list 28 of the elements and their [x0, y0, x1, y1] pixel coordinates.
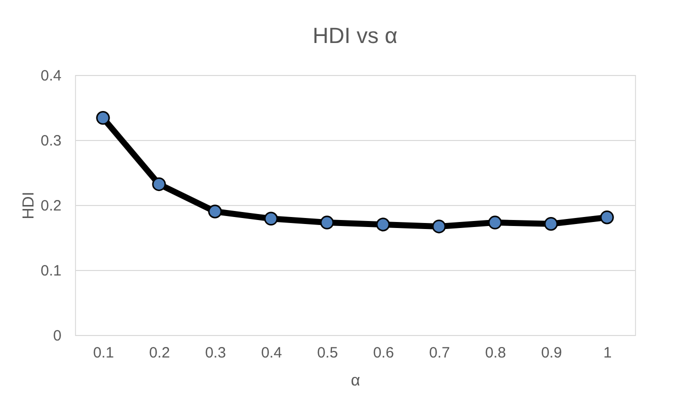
x-tick-label: 0.4	[261, 344, 282, 362]
x-tick-label: 0.9	[541, 344, 562, 362]
x-tick-label: 0.3	[205, 344, 226, 362]
y-axis-title: HDI	[20, 192, 38, 220]
x-tick-label: 0.7	[429, 344, 450, 362]
point	[432, 220, 446, 234]
x-tick-label: 0.2	[149, 344, 170, 362]
x-tick-label: 0.5	[317, 344, 338, 362]
point	[96, 111, 110, 125]
point	[376, 218, 390, 232]
point	[208, 204, 222, 218]
y-tick-label: 0.1	[40, 262, 62, 280]
x-tick-label: 1	[603, 344, 612, 362]
y-tick-label: 0	[53, 328, 62, 344]
chart-title: HDI vs α	[312, 23, 398, 48]
y-tick-label: 0.2	[40, 198, 62, 214]
point	[544, 216, 558, 231]
point	[264, 212, 278, 226]
point	[488, 216, 502, 230]
point	[600, 210, 614, 224]
x-tick-label: 0.8	[485, 344, 506, 362]
x-tick-label: 0.6	[373, 344, 394, 362]
y-tick-label: 0.3	[40, 132, 62, 150]
y-tick-label: 0.4	[40, 68, 62, 84]
x-axis-title: α	[350, 372, 360, 390]
point	[152, 177, 166, 192]
point	[320, 216, 334, 230]
x-tick-label: 0.1	[93, 344, 114, 362]
